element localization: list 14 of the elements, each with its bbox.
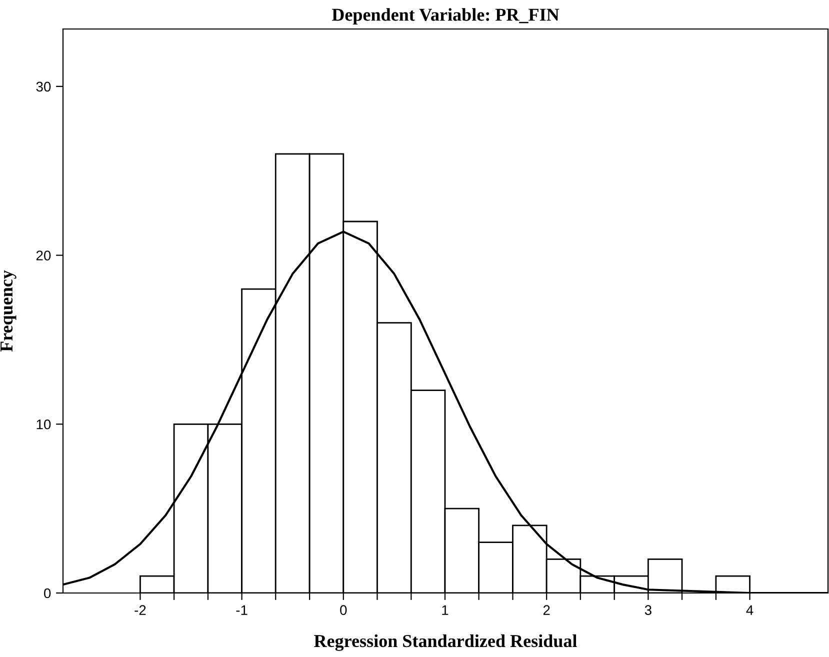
x-tick-label: 1	[442, 605, 448, 615]
y-tick-label: 0	[44, 588, 51, 598]
y-tick-label: 20	[36, 250, 51, 260]
y-tick-label: 10	[36, 419, 51, 430]
x-tick-label: 4	[746, 605, 754, 615]
x-tick-label: 2	[543, 605, 550, 615]
chart-title: Dependent Variable: PR_FIN	[332, 8, 560, 25]
x-tick-label: -2	[134, 605, 146, 615]
x-tick-label: -1	[236, 605, 248, 615]
x-tick-label: 3	[644, 605, 652, 616]
x-axis-title: Regression Standardized Residual	[314, 634, 577, 651]
x-tick-label: 0	[340, 605, 347, 616]
y-tick-label: 30	[36, 82, 51, 92]
y-axis-title: Frequency	[0, 270, 16, 352]
